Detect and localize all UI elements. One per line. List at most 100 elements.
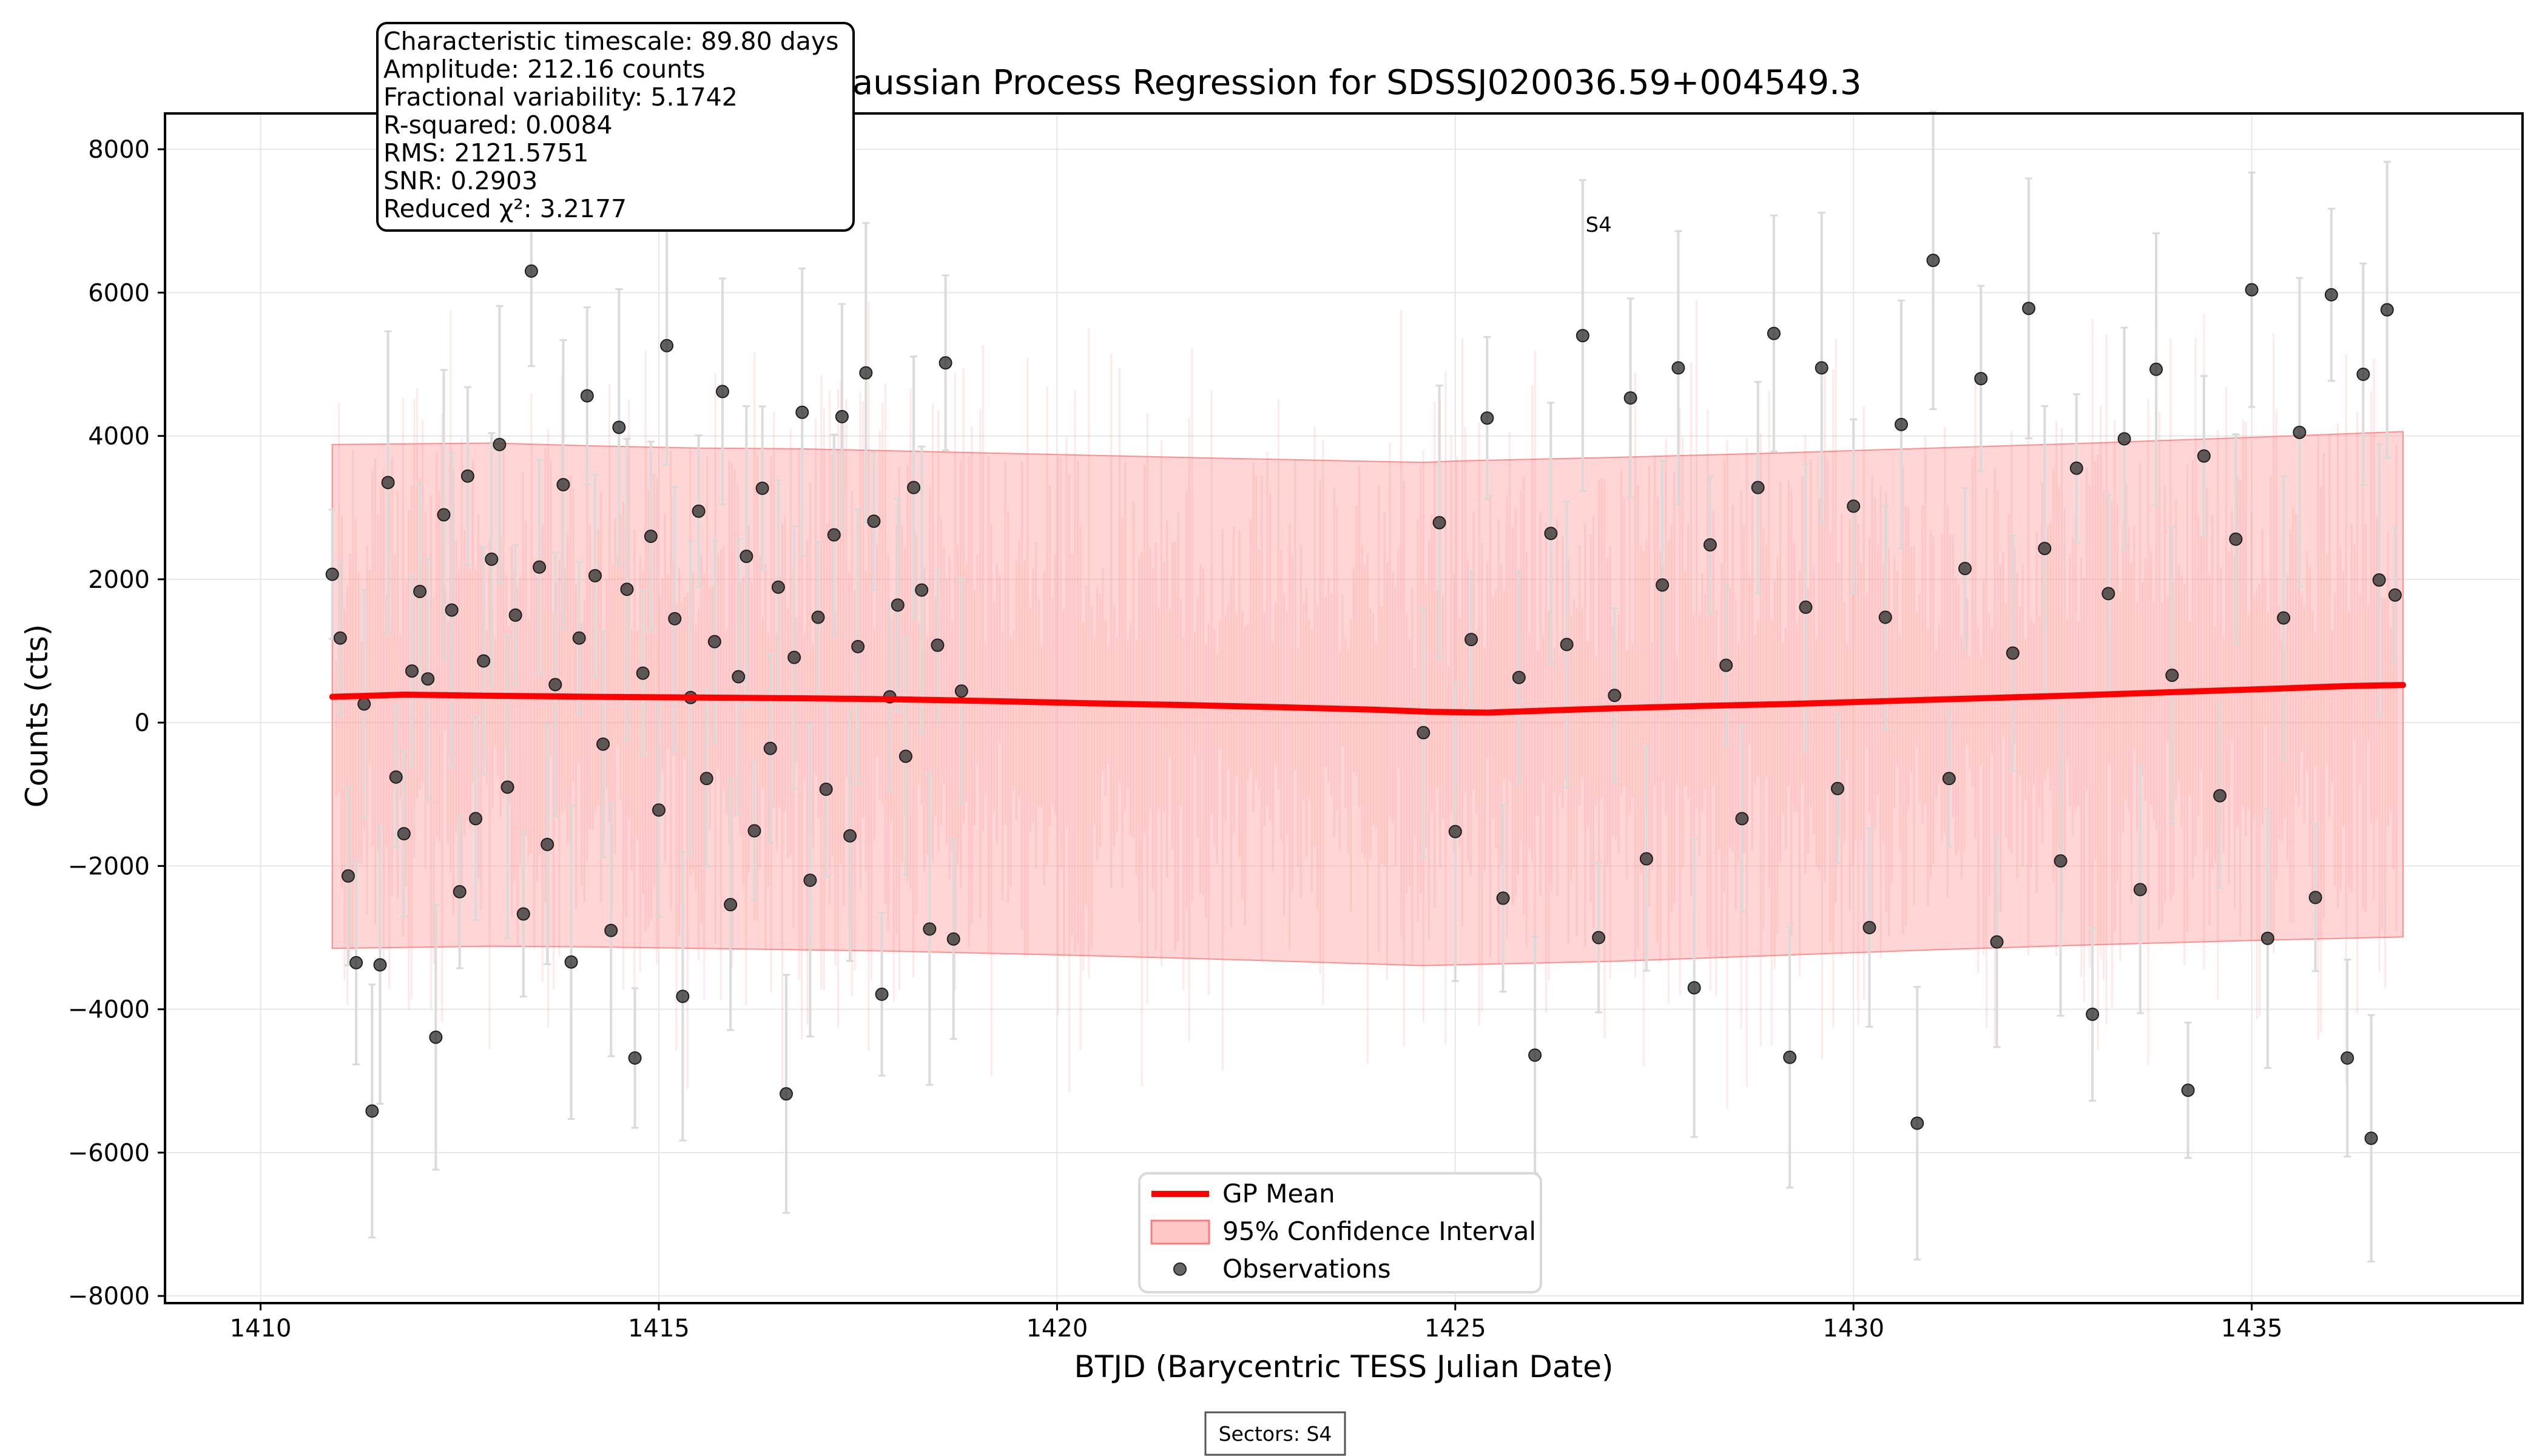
observation-point-92 xyxy=(1608,689,1622,703)
x-tick-label-2: 1420 xyxy=(1026,1315,1088,1343)
observation-point-41 xyxy=(652,803,666,817)
observation-point-56 xyxy=(771,580,785,594)
observation-point-85 xyxy=(1496,891,1510,905)
observation-point-106 xyxy=(1830,781,1844,795)
gp-mean-line xyxy=(329,682,2407,716)
observation-point-71 xyxy=(891,598,905,612)
observation-point-58 xyxy=(787,650,801,664)
observation-point-7 xyxy=(381,476,395,490)
observation-point-36 xyxy=(612,420,626,434)
observation-point-33 xyxy=(588,568,602,582)
observation-point-12 xyxy=(421,672,435,686)
observation-point-30 xyxy=(564,955,578,969)
observation-point-52 xyxy=(740,550,753,564)
observation-point-15 xyxy=(445,603,459,617)
observation-point-28 xyxy=(548,678,562,692)
observation-point-43 xyxy=(668,612,682,625)
observation-point-75 xyxy=(923,922,937,936)
y-tick-label-1: −6000 xyxy=(68,1139,150,1167)
observation-point-137 xyxy=(2324,288,2338,302)
y-tick-label-0: −8000 xyxy=(68,1282,150,1310)
x-tick-label-1: 1415 xyxy=(628,1315,690,1343)
observation-point-37 xyxy=(620,582,634,596)
observation-point-66 xyxy=(851,639,865,653)
observation-point-119 xyxy=(2038,542,2052,556)
stats-line-7: Reduced χ²: 3.2177 xyxy=(383,194,627,223)
observation-point-133 xyxy=(2260,931,2274,945)
observation-point-62 xyxy=(819,782,833,796)
observation-point-86 xyxy=(1512,670,1526,684)
observation-point-124 xyxy=(2117,432,2131,446)
observation-point-29 xyxy=(556,477,570,491)
observation-point-118 xyxy=(2022,302,2036,315)
observation-point-3 xyxy=(349,956,363,969)
x-axis-label: BTJD (Barycentric TESS Julian Date) xyxy=(1074,1349,1614,1384)
observation-point-130 xyxy=(2213,789,2227,803)
observation-point-104 xyxy=(1799,600,1813,614)
observation-point-23 xyxy=(508,608,522,622)
observation-point-88 xyxy=(1544,527,1558,541)
observation-point-100 xyxy=(1735,812,1749,826)
observation-point-105 xyxy=(1815,361,1828,375)
observation-point-6 xyxy=(373,958,387,972)
x-tick-label-0: 1410 xyxy=(230,1315,292,1343)
observation-point-72 xyxy=(898,749,912,763)
observation-point-14 xyxy=(437,508,451,522)
x-tick-label-4: 1430 xyxy=(1822,1315,1884,1343)
y-tick-label-7: 6000 xyxy=(88,279,150,307)
legend-observations-label: Observations xyxy=(1222,1254,1391,1284)
observation-point-74 xyxy=(915,583,929,597)
observation-point-22 xyxy=(500,780,514,794)
observation-point-4 xyxy=(357,697,371,711)
observation-point-128 xyxy=(2181,1084,2195,1097)
observation-point-138 xyxy=(2341,1051,2354,1065)
observation-point-116 xyxy=(1990,935,2004,949)
observation-point-91 xyxy=(1592,931,1606,945)
plot-frame xyxy=(164,112,2524,1304)
legend-observations-marker xyxy=(1173,1262,1187,1276)
observation-point-83 xyxy=(1464,633,1478,647)
observation-point-9 xyxy=(397,827,411,841)
observation-point-109 xyxy=(1878,610,1892,624)
observation-point-78 xyxy=(946,932,960,946)
observation-point-38 xyxy=(628,1051,642,1065)
observation-point-67 xyxy=(859,366,873,380)
observation-point-50 xyxy=(724,898,738,912)
observation-point-54 xyxy=(755,481,769,495)
stats-line-1: Characteristic timescale: 89.80 days xyxy=(383,27,839,56)
observation-point-42 xyxy=(660,339,674,352)
observation-point-65 xyxy=(843,829,857,843)
legend-frame xyxy=(1138,1172,1542,1293)
observation-point-126 xyxy=(2149,362,2163,376)
observation-point-131 xyxy=(2229,532,2243,546)
observation-point-51 xyxy=(732,670,746,684)
observation-point-79 xyxy=(954,684,968,698)
observation-point-132 xyxy=(2245,283,2259,297)
observation-point-110 xyxy=(1894,417,1908,431)
observation-point-125 xyxy=(2133,883,2147,897)
stats-box: Characteristic timescale: 89.80 days Amp… xyxy=(376,22,855,232)
observation-point-122 xyxy=(2086,1007,2100,1021)
observation-point-8 xyxy=(389,770,403,784)
observation-point-48 xyxy=(707,635,721,649)
observation-point-107 xyxy=(1847,499,1861,513)
axes-group: 1410 1415 1420 1425 1430 1435 −8000 −6000 −4000 −… xyxy=(68,112,2524,1343)
observation-point-129 xyxy=(2197,449,2211,463)
observation-point-143 xyxy=(2388,588,2402,602)
y-tick-label-2: −4000 xyxy=(68,996,150,1024)
stats-line-4: R-squared: 0.0084 xyxy=(383,110,613,140)
legend-gp-mean-label: GP Mean xyxy=(1222,1179,1335,1208)
observation-point-47 xyxy=(699,772,713,786)
observations-group xyxy=(325,110,2402,1262)
observation-point-19 xyxy=(477,654,491,668)
observation-point-117 xyxy=(2006,646,2020,660)
plot-layer xyxy=(165,110,2523,1303)
observation-point-40 xyxy=(644,529,658,543)
observation-point-61 xyxy=(811,610,825,624)
observation-point-101 xyxy=(1751,480,1765,494)
observation-point-35 xyxy=(604,923,618,937)
observation-point-16 xyxy=(453,885,467,898)
observation-point-114 xyxy=(1958,562,1972,576)
stats-line-2: Amplitude: 212.16 counts xyxy=(383,55,705,84)
